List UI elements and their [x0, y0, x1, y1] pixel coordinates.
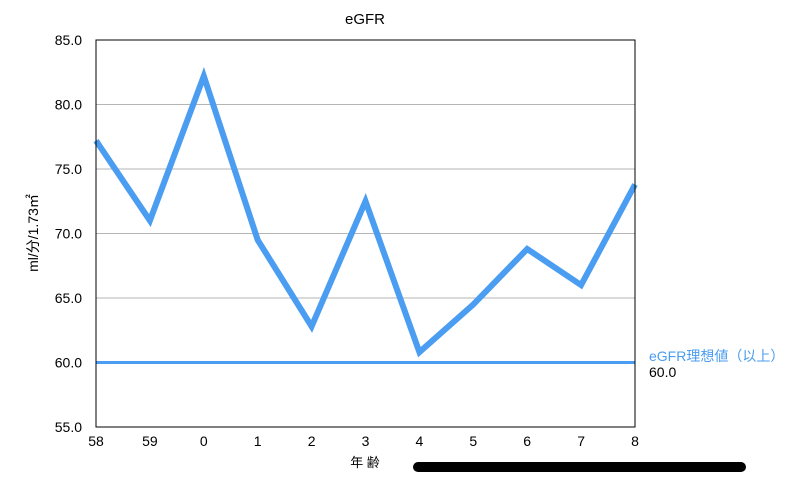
x-tick-label-5: 3 [362, 433, 370, 449]
series-group [93, 67, 638, 358]
plot-frame [95, 39, 636, 428]
y-tick-labels: 55.0 60.0 65.0 70.0 75.0 80.0 85.0 [55, 32, 82, 435]
y-tick-label-0: 55.0 [55, 419, 82, 435]
x-tick-label-1: 59 [142, 433, 158, 449]
legend-reference-name: eGFR理想値（以上） [649, 348, 784, 364]
y-tick-label-1: 60.0 [55, 355, 82, 371]
y-tick-label-6: 85.0 [55, 32, 82, 48]
x-tick-label-0: 58 [88, 433, 104, 449]
series-line-0 [93, 67, 638, 358]
y-tick-label-3: 70.0 [55, 226, 82, 242]
legend: eGFR理想値（以上） 60.0 [649, 348, 784, 380]
x-tick-label-10: 8 [631, 433, 639, 449]
x-tick-label-8: 6 [523, 433, 531, 449]
x-tick-label-7: 5 [469, 433, 477, 449]
x-tick-label-4: 2 [308, 433, 316, 449]
x-axis-label: 年 齢 [350, 455, 380, 470]
x-tick-label-6: 4 [416, 433, 424, 449]
y-axis-label: ml/分/1.73㎡ [25, 194, 41, 272]
x-tick-label-2: 0 [200, 433, 208, 449]
y-tick-label-2: 65.0 [55, 290, 82, 306]
home-indicator-bar[interactable] [413, 462, 746, 472]
x-tick-labels: 58 59 0 1 2 3 4 5 6 7 8 [88, 433, 639, 449]
legend-reference-value: 60.0 [649, 364, 676, 380]
chart-title: eGFR [345, 11, 385, 28]
y-tick-label-5: 80.0 [55, 97, 82, 113]
x-tick-label-9: 7 [577, 433, 585, 449]
y-tick-label-4: 75.0 [55, 161, 82, 177]
plot-border [95, 39, 636, 428]
x-tick-label-3: 1 [254, 433, 262, 449]
